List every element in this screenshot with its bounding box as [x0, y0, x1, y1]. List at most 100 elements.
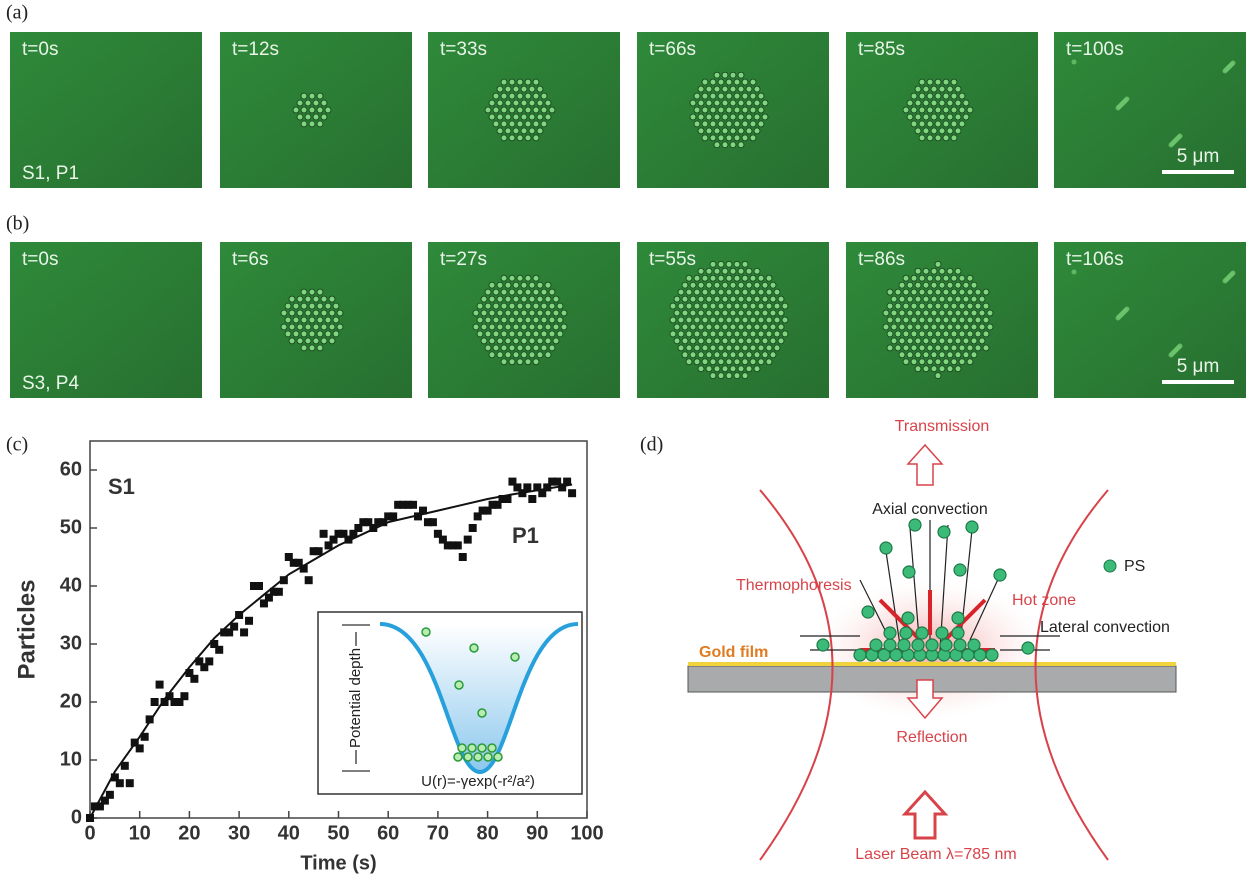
particle	[900, 627, 912, 639]
data-point	[106, 791, 114, 799]
particle	[955, 114, 961, 120]
particle	[493, 345, 499, 351]
label: Transmission	[895, 418, 990, 435]
particle	[979, 338, 985, 344]
particle	[899, 282, 905, 288]
frame-time: t=86s	[858, 249, 905, 270]
particle	[686, 359, 692, 365]
particle	[710, 331, 716, 337]
particle	[718, 359, 724, 365]
particle	[497, 100, 503, 106]
particle	[686, 289, 692, 295]
particle	[481, 338, 487, 344]
particle	[545, 310, 551, 316]
particle	[862, 606, 874, 618]
y-axis-label: Particles	[13, 579, 40, 679]
particle	[927, 79, 933, 85]
particle	[698, 128, 704, 134]
frame-time: t=100s	[1066, 39, 1124, 60]
particle	[305, 310, 311, 316]
particle	[909, 519, 921, 531]
particle	[537, 338, 543, 344]
data-point	[156, 681, 164, 689]
particle	[722, 324, 728, 330]
particle	[545, 324, 551, 330]
particle	[537, 296, 543, 302]
particle	[916, 627, 928, 639]
particle	[674, 338, 680, 344]
particle	[537, 324, 543, 330]
particle	[501, 121, 507, 127]
particle	[770, 352, 776, 358]
particle	[477, 317, 483, 323]
particle	[549, 107, 555, 113]
particle	[891, 310, 897, 316]
particle	[899, 338, 905, 344]
particle	[325, 317, 331, 323]
particle	[730, 86, 736, 92]
particle	[533, 317, 539, 323]
particle	[694, 317, 700, 323]
particle	[529, 352, 535, 358]
particle	[899, 324, 905, 330]
particle	[533, 79, 539, 85]
particle	[734, 261, 740, 267]
particle	[899, 310, 905, 316]
particle	[939, 114, 945, 120]
particle	[952, 627, 964, 639]
particle	[533, 359, 539, 365]
data-point	[454, 541, 462, 549]
particle	[742, 107, 748, 113]
legend-particle	[1104, 560, 1116, 572]
particle	[927, 359, 933, 365]
particle	[702, 303, 708, 309]
particle	[734, 359, 740, 365]
panel-label: (c)	[6, 434, 28, 456]
particle	[762, 114, 768, 120]
particle	[549, 345, 555, 351]
particle	[529, 338, 535, 344]
particle	[493, 121, 499, 127]
particle	[762, 296, 768, 302]
particle	[293, 303, 299, 309]
particle	[746, 324, 752, 330]
particle	[959, 107, 965, 113]
particle	[758, 359, 764, 365]
particle	[493, 317, 499, 323]
x-tick-label: 40	[278, 822, 300, 844]
particle	[758, 331, 764, 337]
particle	[746, 128, 752, 134]
particle	[726, 317, 732, 323]
particle	[722, 142, 728, 148]
particle	[931, 310, 937, 316]
particle	[313, 100, 319, 106]
x-tick-label: 70	[427, 822, 449, 844]
particle	[895, 345, 901, 351]
particle	[525, 275, 531, 281]
particle	[678, 317, 684, 323]
particle	[742, 303, 748, 309]
particle	[545, 352, 551, 358]
particle	[766, 303, 772, 309]
particle	[541, 93, 547, 99]
particle	[509, 359, 515, 365]
particle	[987, 324, 993, 330]
particle	[762, 282, 768, 288]
particle	[750, 107, 756, 113]
particle	[770, 324, 776, 330]
figure: t=0st=12st=33st=66st=85st=100sS1, P15 μm…	[0, 0, 1246, 881]
particle	[951, 345, 957, 351]
particle	[734, 79, 740, 85]
particle	[919, 331, 925, 337]
particle	[317, 345, 323, 351]
particle	[710, 345, 716, 351]
particle	[923, 100, 929, 106]
particle	[549, 317, 555, 323]
particle	[931, 366, 937, 372]
particle	[955, 366, 961, 372]
particle	[891, 338, 897, 344]
particle	[505, 352, 511, 358]
particle	[682, 324, 688, 330]
data-point	[409, 501, 417, 509]
particle	[509, 317, 515, 323]
